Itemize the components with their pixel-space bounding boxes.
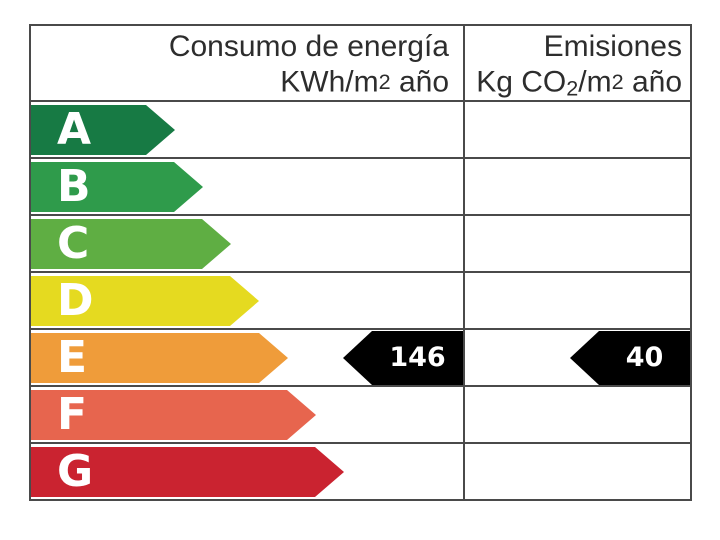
energy-column-unit: KWh/m2 año	[280, 65, 449, 99]
rating-g-energy-cell: G	[31, 444, 465, 499]
marker-point-icon	[343, 330, 372, 385]
marker-point-icon	[570, 330, 599, 385]
header-emissions-column: Emisiones Kg CO2/m2 año	[465, 26, 690, 100]
rating-row-g: G	[31, 444, 690, 499]
rating-letter-c: C	[31, 218, 202, 269]
emissions-unit-exponent: 2	[611, 69, 624, 94]
header-energy-column: Consumo de energía KWh/m2 año	[31, 26, 465, 100]
rating-letter-e: E	[31, 332, 259, 383]
rating-letter-g: G	[31, 446, 315, 497]
arrow-point-icon	[259, 332, 288, 383]
rating-arrow-f: F	[31, 389, 316, 440]
rating-arrow-e: E	[31, 332, 288, 383]
rating-letter-f: F	[31, 389, 287, 440]
rating-d-energy-cell: D	[31, 273, 465, 328]
rating-d-emissions-cell	[465, 273, 690, 328]
rating-letter-a: A	[31, 104, 146, 155]
energy-column-title: Consumo de energía	[168, 30, 449, 63]
arrow-point-icon	[174, 161, 203, 212]
rating-letter-d: D	[31, 275, 230, 326]
rating-arrow-g: G	[31, 446, 344, 497]
rating-row-a: A	[31, 102, 690, 159]
rating-a-energy-cell: A	[31, 102, 465, 157]
arrow-point-icon	[202, 218, 231, 269]
rating-row-f: F	[31, 387, 690, 444]
arrow-point-icon	[146, 104, 175, 155]
emissions-co2-subscript: 2	[566, 75, 579, 101]
rating-f-emissions-cell	[465, 387, 690, 442]
rating-b-emissions-cell	[465, 159, 690, 214]
rating-a-emissions-cell	[465, 102, 690, 157]
energy-value-marker: 146	[343, 330, 463, 385]
rating-row-c: C	[31, 216, 690, 273]
emissions-column-title: Emisiones	[543, 30, 682, 63]
arrow-point-icon	[287, 389, 316, 440]
rating-e-emissions-cell: 40	[465, 330, 690, 385]
rating-row-d: D	[31, 273, 690, 330]
rating-rows: A B C	[31, 102, 690, 499]
rating-g-emissions-cell	[465, 444, 690, 499]
rating-letter-b: B	[31, 161, 174, 212]
rating-c-energy-cell: C	[31, 216, 465, 271]
rating-arrow-c: C	[31, 218, 231, 269]
rating-row-e: E 146 40	[31, 330, 690, 387]
emissions-column-unit: Kg CO2/m2 año	[476, 65, 682, 101]
rating-arrow-b: B	[31, 161, 203, 212]
arrow-point-icon	[230, 275, 259, 326]
rating-arrow-a: A	[31, 104, 175, 155]
energy-label-table: Consumo de energía KWh/m2 año Emisiones …	[29, 24, 692, 501]
rating-b-energy-cell: B	[31, 159, 465, 214]
emissions-value-marker: 40	[570, 330, 690, 385]
rating-arrow-d: D	[31, 275, 259, 326]
rating-f-energy-cell: F	[31, 387, 465, 442]
rating-c-emissions-cell	[465, 216, 690, 271]
rating-row-b: B	[31, 159, 690, 216]
energy-value: 146	[372, 330, 463, 385]
arrow-point-icon	[315, 446, 344, 497]
energy-unit-exponent: 2	[378, 69, 391, 94]
table-header: Consumo de energía KWh/m2 año Emisiones …	[31, 26, 690, 102]
emissions-value: 40	[599, 330, 690, 385]
rating-e-energy-cell: E 146	[31, 330, 465, 385]
